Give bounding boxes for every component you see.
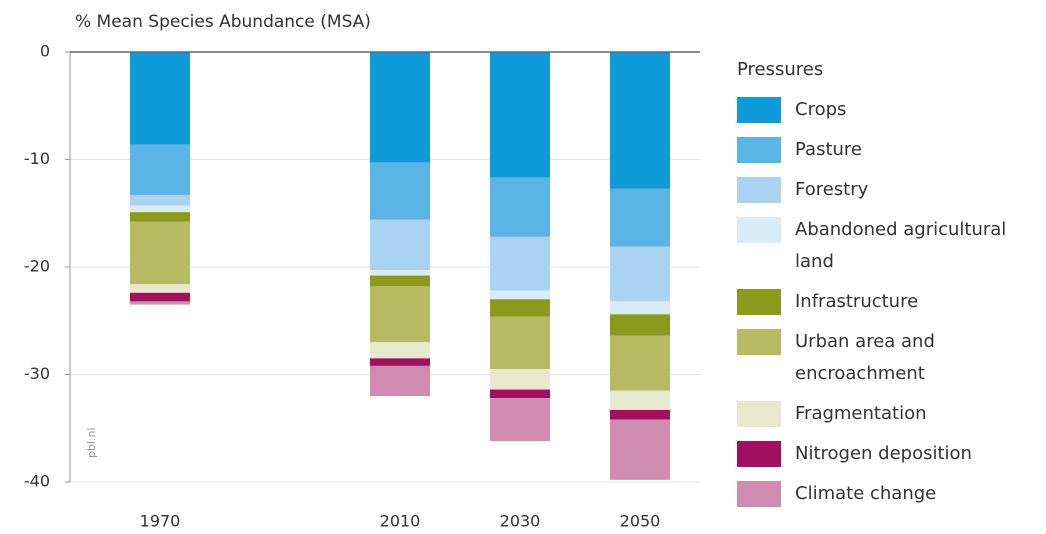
legend-label: Forestry [795,179,869,200]
bar-segment [130,144,190,195]
bar-segment [610,246,670,302]
bar-segment [490,177,550,237]
y-tick-label: 0 [40,42,50,61]
legend-label: Fragmentation [795,403,927,424]
legend-label: Pasture [795,139,862,160]
x-tick-label: 2010 [380,512,421,531]
legend-swatch [737,401,781,427]
y-tick-label: -40 [24,472,50,491]
bar-segment [490,398,550,442]
x-tick-label: 2030 [500,512,541,531]
x-tick-label: 2050 [620,512,661,531]
bar-segment [130,301,190,305]
bar-segment [370,162,430,220]
legend-swatch [737,97,781,123]
legend-swatch [737,137,781,163]
bar-segment [490,389,550,399]
legend: Pressures Crops Pasture Forestry Abandoned … [737,54,1042,518]
bar-segment [490,290,550,300]
legend-swatch [737,177,781,203]
legend-swatch [737,481,781,507]
legend-item: Climate change [737,478,1042,510]
y-tick-label: -10 [24,149,50,168]
bar-segment [610,335,670,391]
bar-segment [370,52,430,163]
bar-segment [130,221,190,285]
bar-segment [490,369,550,390]
legend-label: Crops [795,99,847,120]
legend-item: Urban area and encroachment [737,326,1042,390]
legend-swatch [737,289,781,315]
bar-segment [610,409,670,420]
bar-segment [130,284,190,293]
bar-segment [370,358,430,366]
bar-segment [130,52,190,145]
bar-segment [370,286,430,343]
legend-item: Abandoned agricultural land [737,214,1042,278]
chart-title: % Mean Species Abundance (MSA) [75,12,371,32]
legend-item: Pasture [737,134,1042,166]
legend-swatch [737,329,781,355]
legend-label: Climate change [795,483,937,504]
legend-label: Infrastructure [795,291,919,312]
bar-segment [130,212,190,222]
bar-segment [130,194,190,206]
bar-segment [370,275,430,287]
bar-segment [370,365,430,396]
bar-segment [370,270,430,276]
legend-item: Crops [737,94,1042,126]
bar-segment [490,52,550,178]
bar-segment [490,316,550,370]
legend-label: Urban area and encroachment [795,331,935,384]
y-tick-label: -20 [24,257,50,276]
bar-segment [610,390,670,410]
bar-segment [130,205,190,213]
bar-segment [610,188,670,247]
bar-segment [490,236,550,291]
bar-segment [370,219,430,271]
x-tick-label: 1970 [140,512,181,531]
legend-item: Fragmentation [737,398,1042,430]
bar-segment [130,292,190,302]
bar-segment [370,342,430,359]
bar-segment [610,419,670,480]
bar-segment [610,314,670,336]
legend-item: Nitrogen deposition [737,438,1042,470]
legend-item: Forestry [737,174,1042,206]
bar-segment [610,52,670,189]
legend-swatch [737,441,781,467]
bar-segment [610,301,670,315]
legend-item: Infrastructure [737,286,1042,318]
legend-label: Abandoned agricultural land [795,219,1007,272]
legend-title: Pressures [737,59,824,80]
bar-segment [490,299,550,317]
legend-swatch [737,217,781,243]
y-tick-label: -30 [24,364,50,383]
source: pbl.nl [85,427,98,458]
legend-label: Nitrogen deposition [795,443,972,464]
